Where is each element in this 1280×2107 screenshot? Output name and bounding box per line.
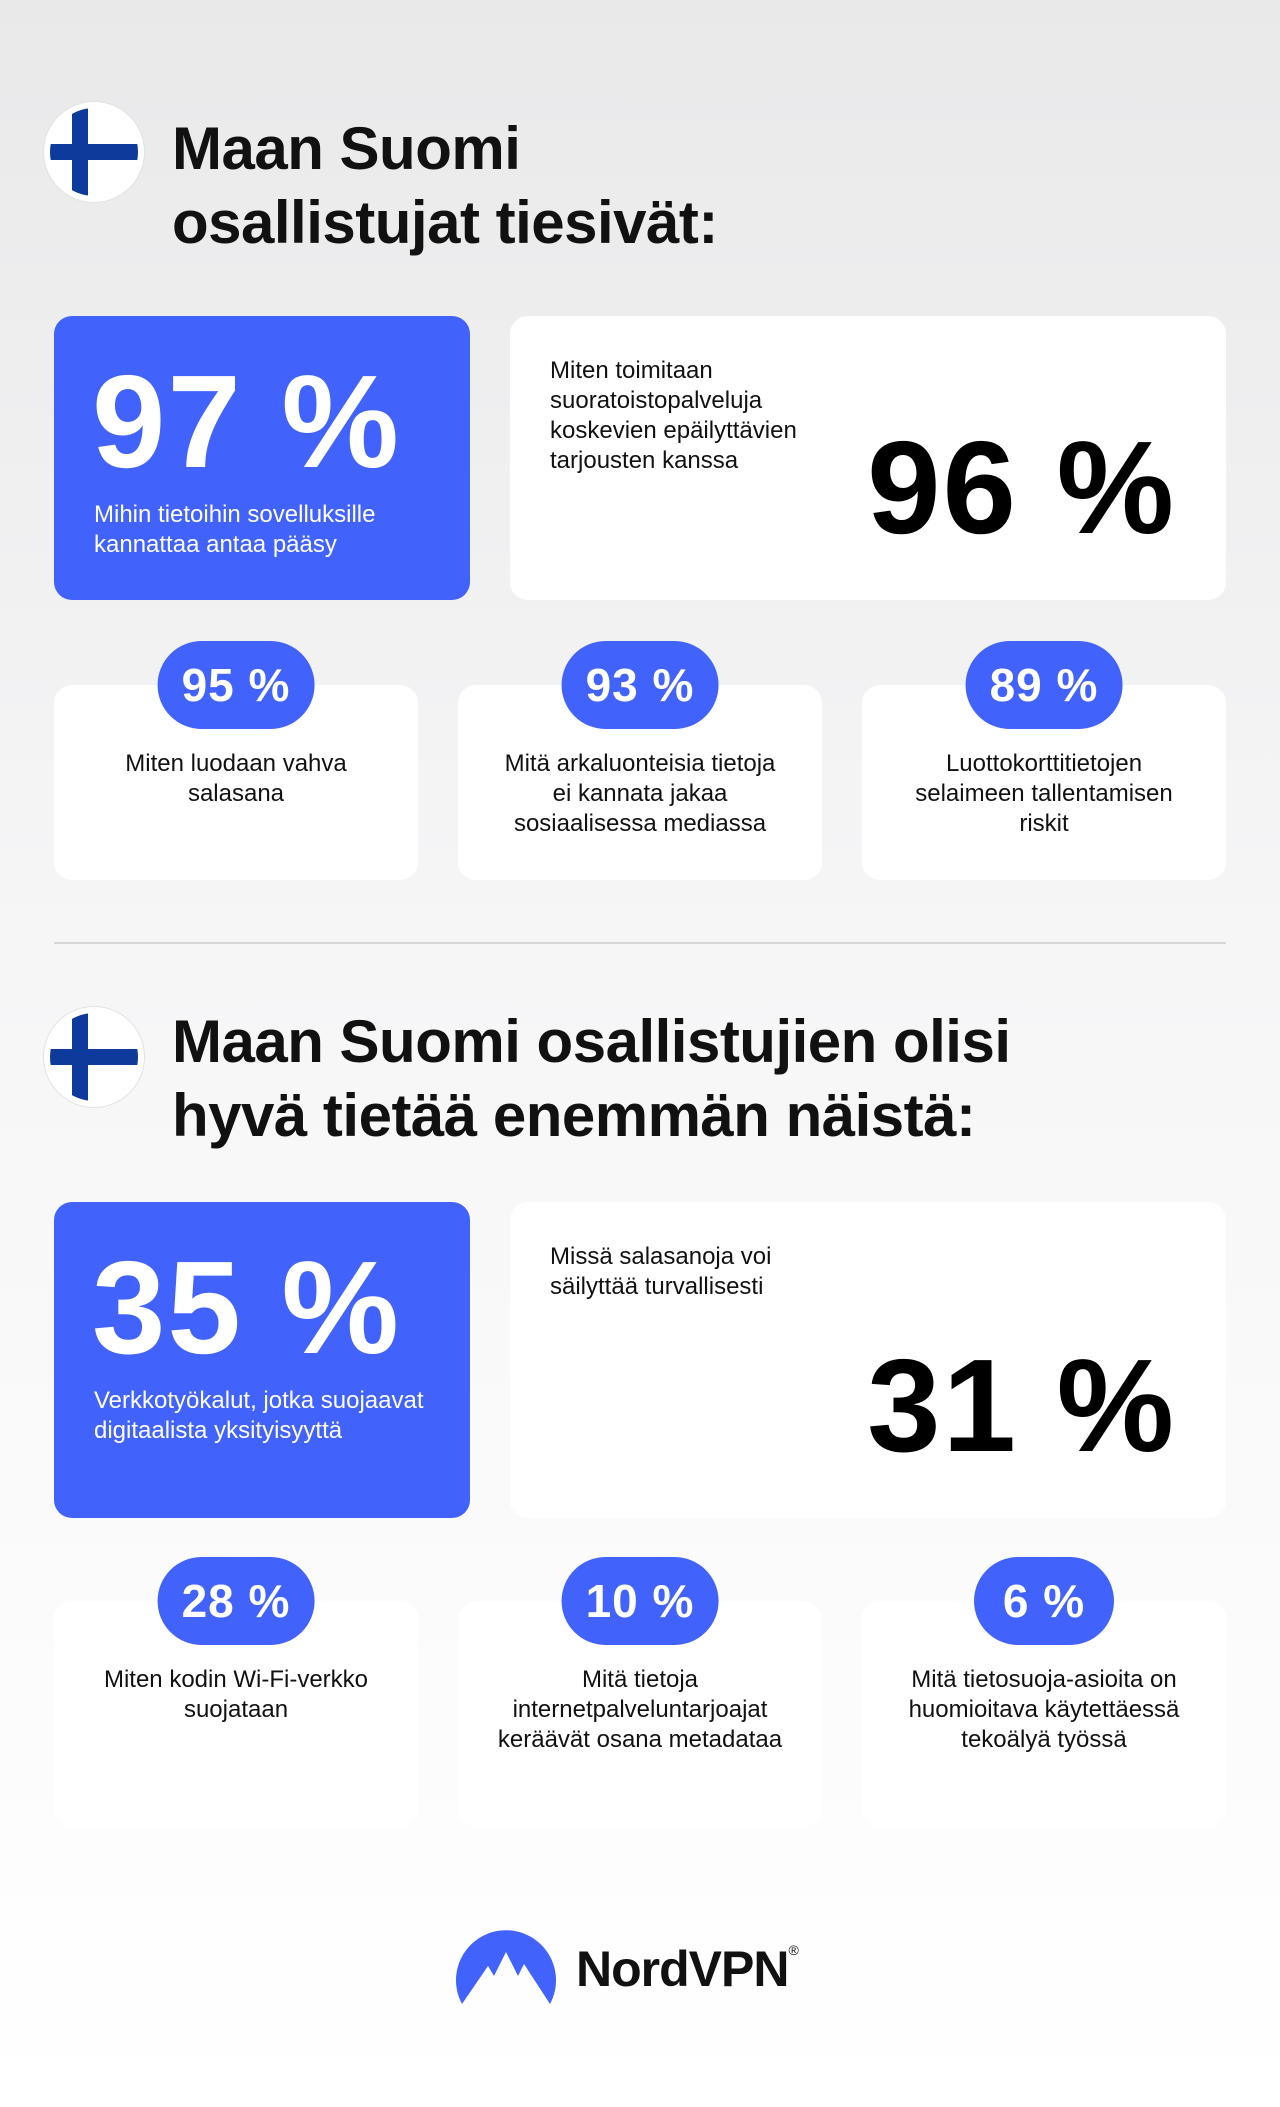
flag-svg — [50, 1013, 138, 1101]
title-line: Maan Suomi — [172, 115, 521, 182]
percent-pill: 10 % — [561, 1557, 719, 1645]
featured-card: 97 % Mihin tietoihin sovelluksille kannat… — [54, 316, 470, 600]
title-line: Maan Suomi osallistujien olisi — [172, 1008, 1011, 1075]
card-description: Mitä tietosuoja-asioita on huomioitava k… — [908, 1666, 1180, 1753]
logo-icon — [456, 1930, 556, 2004]
logo-mark: ® — [788, 1942, 799, 1958]
card-description: Missä salasanoja voi säilyttää turvallis… — [550, 1243, 772, 1300]
section-title: Maan Suomi osallistujien olisi hyvä tietä… — [172, 1005, 1011, 1153]
big-percent: 31 % — [867, 1332, 1176, 1479]
big-percent: 96 % — [867, 414, 1176, 561]
logo-text: NordVPN — [576, 1941, 789, 1997]
percent-pill: 93 % — [561, 641, 719, 729]
card-description: Mitä tietoja internetpalveluntarjoajat k… — [497, 1666, 783, 1753]
card-description: Verkkotyökalut, jotka suojaavat digitaal… — [94, 1387, 424, 1444]
flag-icon — [44, 102, 144, 202]
big-percent: 35 % — [92, 1234, 401, 1381]
title-line: osallistujat tiesivät: — [172, 189, 718, 256]
divider — [54, 942, 1226, 944]
card-description: Luottokorttitietojen selaimeen tallentam… — [915, 750, 1173, 837]
percent-pill: 95 % — [157, 641, 315, 729]
logo: NordVPN ® — [454, 1924, 799, 2014]
card-description: Mitä arkaluonteisia tietoja ei kannata j… — [504, 750, 776, 837]
flag-icon — [44, 1007, 144, 1107]
featured-card: 35 % Verkkotyökalut, jotka suojaavat digi… — [54, 1202, 470, 1518]
featured-card: Miten toimitaan suoratoistopalveluja kos… — [510, 316, 1226, 600]
card-description: Miten luodaan vahva salasana — [125, 750, 347, 807]
flag-svg — [50, 108, 138, 196]
card-description: Mihin tietoihin sovelluksille kannattaa … — [94, 501, 376, 558]
percent-pill: 6 % — [974, 1557, 1114, 1645]
section-title: Maan Suomi osallistujat tiesivät: — [172, 112, 718, 260]
big-percent: 97 % — [92, 348, 401, 495]
card-description: Miten kodin Wi-Fi-verkko suojataan — [103, 1666, 369, 1723]
percent-pill: 89 % — [965, 641, 1123, 729]
percent-pill: 28 % — [157, 1557, 315, 1645]
card-description: Miten toimitaan suoratoistopalveluja kos… — [550, 357, 797, 474]
title-line: hyvä tietää enemmän näistä: — [172, 1082, 976, 1149]
featured-card: Missä salasanoja voi säilyttää turvallis… — [510, 1202, 1226, 1518]
